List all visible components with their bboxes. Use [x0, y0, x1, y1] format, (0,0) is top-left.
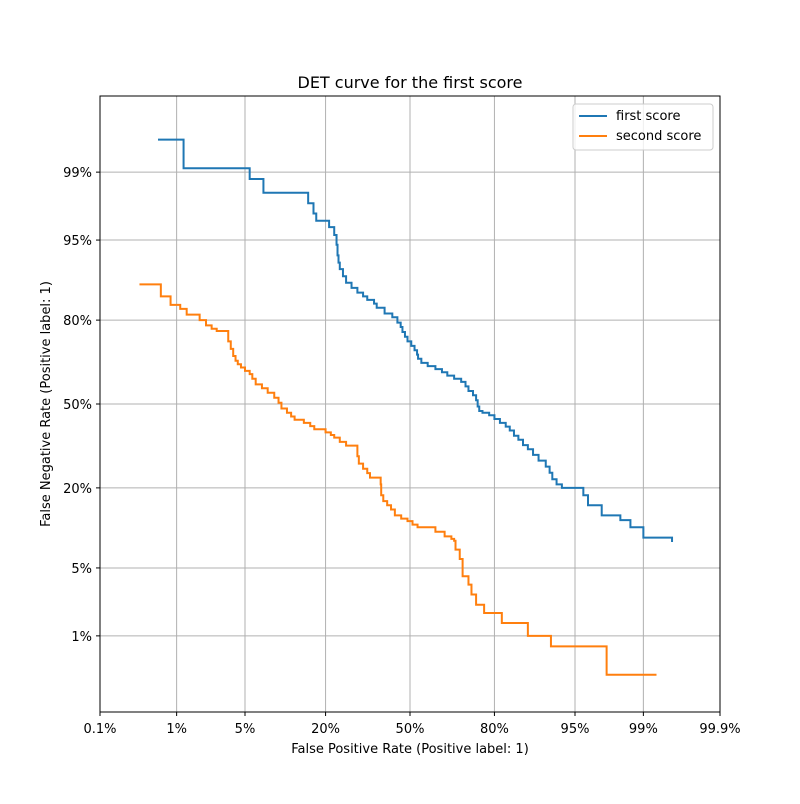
y-tick-label: 99%	[63, 166, 92, 181]
legend-label-first-score: first score	[616, 109, 680, 124]
y-tick-label: 5%	[71, 562, 92, 577]
first-score-line	[157, 138, 674, 543]
legend: first score second score	[572, 103, 714, 151]
y-tick-label: 1%	[71, 630, 92, 645]
x-tick-label: 0.1%	[83, 722, 116, 737]
y-axis-label: False Negative Rate (Positive label: 1)	[39, 281, 54, 527]
legend-box	[572, 103, 714, 151]
x-tick-label: 50%	[396, 722, 425, 737]
x-tick-label: 99.9%	[699, 722, 740, 737]
tick-layer: 0.1% 1% 5% 20% 50% 80% 95% 99% 99.9% 1% 5% 20% 50% 80…	[63, 166, 741, 737]
x-tick-label: 1%	[166, 722, 187, 737]
y-tick-label: 80%	[63, 314, 92, 329]
x-tick-label: 5%	[235, 722, 256, 737]
y-tick-label: 95%	[63, 234, 92, 249]
chart-title: DET curve for the first score	[298, 73, 523, 92]
x-tick-label: 95%	[561, 722, 590, 737]
x-axis-label: False Positive Rate (Positive label: 1)	[291, 742, 529, 757]
series-layer	[139, 138, 674, 676]
x-tick-label: 99%	[629, 722, 658, 737]
second-score-line	[139, 283, 657, 676]
y-tick-label: 20%	[63, 482, 92, 497]
y-tick-label: 50%	[63, 398, 92, 413]
legend-label-second-score: second score	[616, 129, 701, 144]
x-tick-label: 80%	[480, 722, 509, 737]
x-tick-label: 20%	[311, 722, 340, 737]
